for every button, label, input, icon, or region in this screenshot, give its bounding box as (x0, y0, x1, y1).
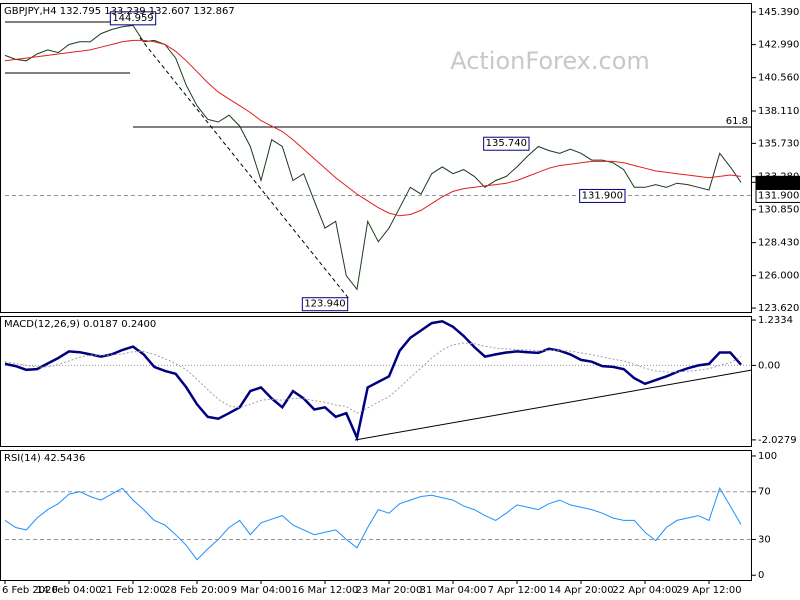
panel-frame (0, 3, 752, 313)
current-price-label: 132.867 (758, 177, 799, 188)
label-box (755, 175, 800, 190)
x-tick-label: 29 Apr 12:00 (676, 585, 741, 596)
x-tick-label: 28 Feb 20:00 (164, 585, 230, 596)
label-box (483, 136, 530, 151)
panel-title: RSI(14) 42.5436 (4, 453, 85, 464)
series-line (4, 319, 742, 442)
y-tick-label: 142.990 (758, 40, 799, 51)
panel-frame (0, 450, 752, 581)
x-tick-label: 22 Apr 04:00 (612, 585, 677, 596)
level-label: 61.8 (726, 116, 748, 127)
x-tick-label: 23 Mar 20:00 (356, 585, 423, 596)
x-tick-label: 14 Apr 20:00 (548, 585, 613, 596)
series-line (4, 487, 742, 561)
y-tick-label: 135.730 (758, 138, 799, 149)
y-tick-label: 0.00 (758, 360, 780, 371)
x-tick-label: 6 Feb 2020 (2, 585, 58, 596)
y-tick-label: 138.110 (758, 106, 799, 117)
y-tick-label: -2.0279 (758, 435, 797, 446)
y-tick-label: 130.850 (758, 205, 799, 216)
label-box (109, 11, 157, 26)
watermark: ActionForex.com (450, 47, 650, 75)
x-tick-label: 16 Mar 12:00 (292, 585, 359, 596)
y-tick-label: 145.390 (758, 7, 799, 18)
y-tick-label: 30 (758, 534, 771, 545)
x-tick-label: 9 Mar 04:00 (231, 585, 291, 596)
price-annotation: 123.940 (304, 299, 345, 310)
y-tick-label: 70 (758, 487, 771, 498)
y-tick-label: 100 (758, 451, 777, 462)
price-annotation: 144.959 (112, 13, 153, 24)
label-box (579, 188, 626, 203)
panel-title: MACD(12,26,9) 0.0187 0.2400 (4, 319, 156, 330)
level-axis-label: 131.900 (758, 190, 799, 201)
y-tick-label: 123.620 (758, 303, 799, 314)
panel-frame (0, 316, 752, 447)
trend-line (354, 369, 753, 441)
series-line (4, 39, 742, 217)
y-tick-label: 128.430 (758, 238, 799, 249)
x-tick-label: 31 Mar 04:00 (420, 585, 487, 596)
y-tick-label: 140.560 (758, 73, 799, 84)
price-annotation: 131.900 (582, 190, 623, 201)
series-line (4, 24, 742, 291)
drawn-lines (5, 21, 753, 441)
y-tick-label: 0 (758, 570, 764, 581)
x-tick-label: 21 Feb 12:00 (100, 585, 166, 596)
y-tick-label: 126.000 (758, 271, 799, 282)
price-annotation: 135.740 (486, 138, 527, 149)
y-tick-label: 1.2334 (758, 315, 793, 326)
x-tick-label: 14 Feb 04:00 (36, 585, 102, 596)
panel-title: GBPJPY,H4 132.795 133.239 132.607 132.86… (4, 6, 235, 17)
series-line (4, 342, 742, 414)
label-box (301, 297, 349, 312)
x-tick-label: 7 Apr 12:00 (488, 585, 547, 596)
